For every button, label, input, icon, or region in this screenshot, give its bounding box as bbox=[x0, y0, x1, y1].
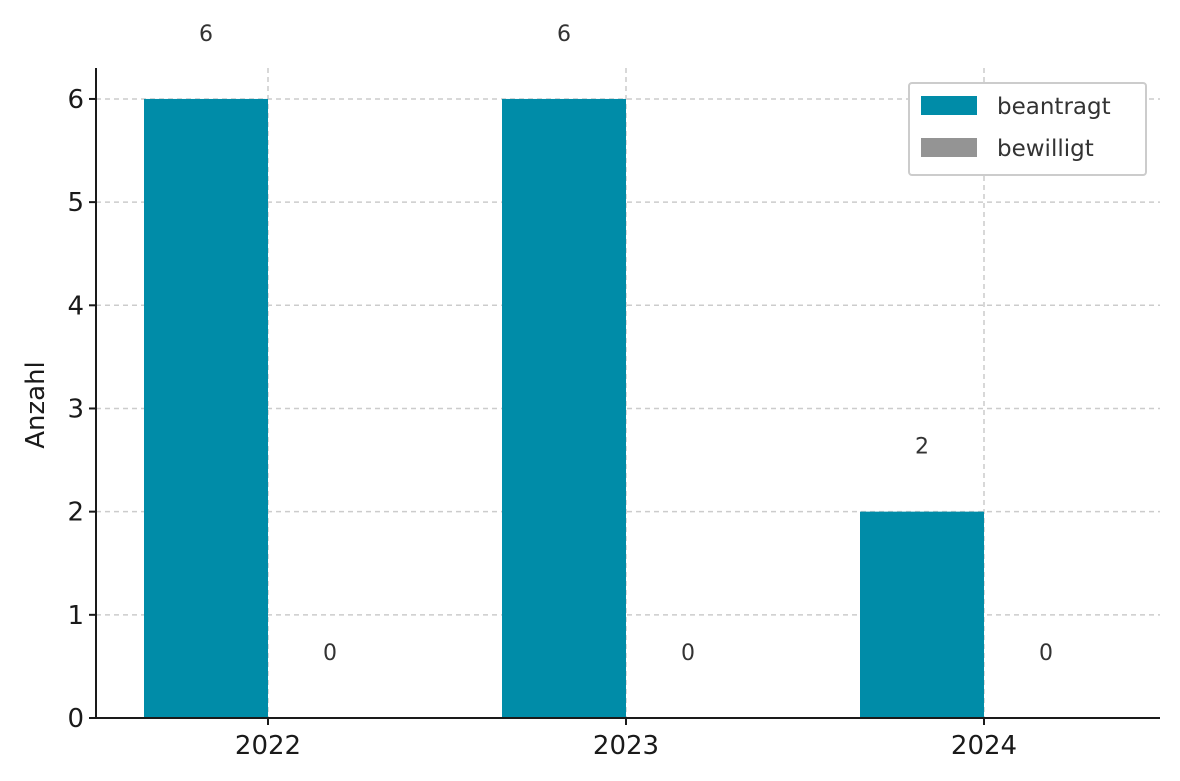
legend-swatch-beantragt bbox=[921, 96, 977, 115]
y-axis-title: Anzahl bbox=[21, 361, 51, 449]
y-tick-label: 6 bbox=[67, 85, 84, 115]
x-tick-label: 2023 bbox=[593, 731, 659, 761]
y-tick-label: 1 bbox=[67, 601, 84, 631]
bar-beantragt bbox=[144, 98, 268, 718]
data-label-bewilligt: 0 bbox=[1039, 641, 1053, 666]
bar-beantragt bbox=[502, 98, 626, 718]
bars bbox=[144, 98, 984, 718]
data-label-beantragt: 6 bbox=[557, 22, 571, 47]
bar-beantragt bbox=[860, 511, 984, 718]
y-tick-label: 4 bbox=[67, 291, 84, 321]
y-tick-label: 3 bbox=[67, 394, 84, 424]
legend-label-bewilligt: bewilligt bbox=[997, 136, 1094, 162]
legend: beantragt bewilligt bbox=[908, 82, 1147, 176]
x-tick-label: 2022 bbox=[235, 731, 301, 761]
data-label-beantragt: 6 bbox=[199, 22, 213, 47]
data-label-beantragt: 2 bbox=[915, 435, 929, 460]
y-tick-label: 5 bbox=[67, 188, 84, 218]
y-tick-label: 2 bbox=[67, 498, 84, 528]
data-label-bewilligt: 0 bbox=[323, 641, 337, 666]
x-tick-label: 2024 bbox=[951, 731, 1017, 761]
y-tick-label: 0 bbox=[67, 704, 84, 734]
y-ticks: 0 1 2 3 4 5 6 bbox=[67, 85, 96, 734]
axes bbox=[95, 68, 1160, 719]
legend-label-beantragt: beantragt bbox=[997, 94, 1111, 120]
x-ticks: 2022 2023 2024 bbox=[235, 718, 1017, 761]
data-labels: 6 6 2 0 0 0 bbox=[199, 22, 1053, 666]
data-label-bewilligt: 0 bbox=[681, 641, 695, 666]
legend-swatch-bewilligt bbox=[921, 138, 977, 157]
